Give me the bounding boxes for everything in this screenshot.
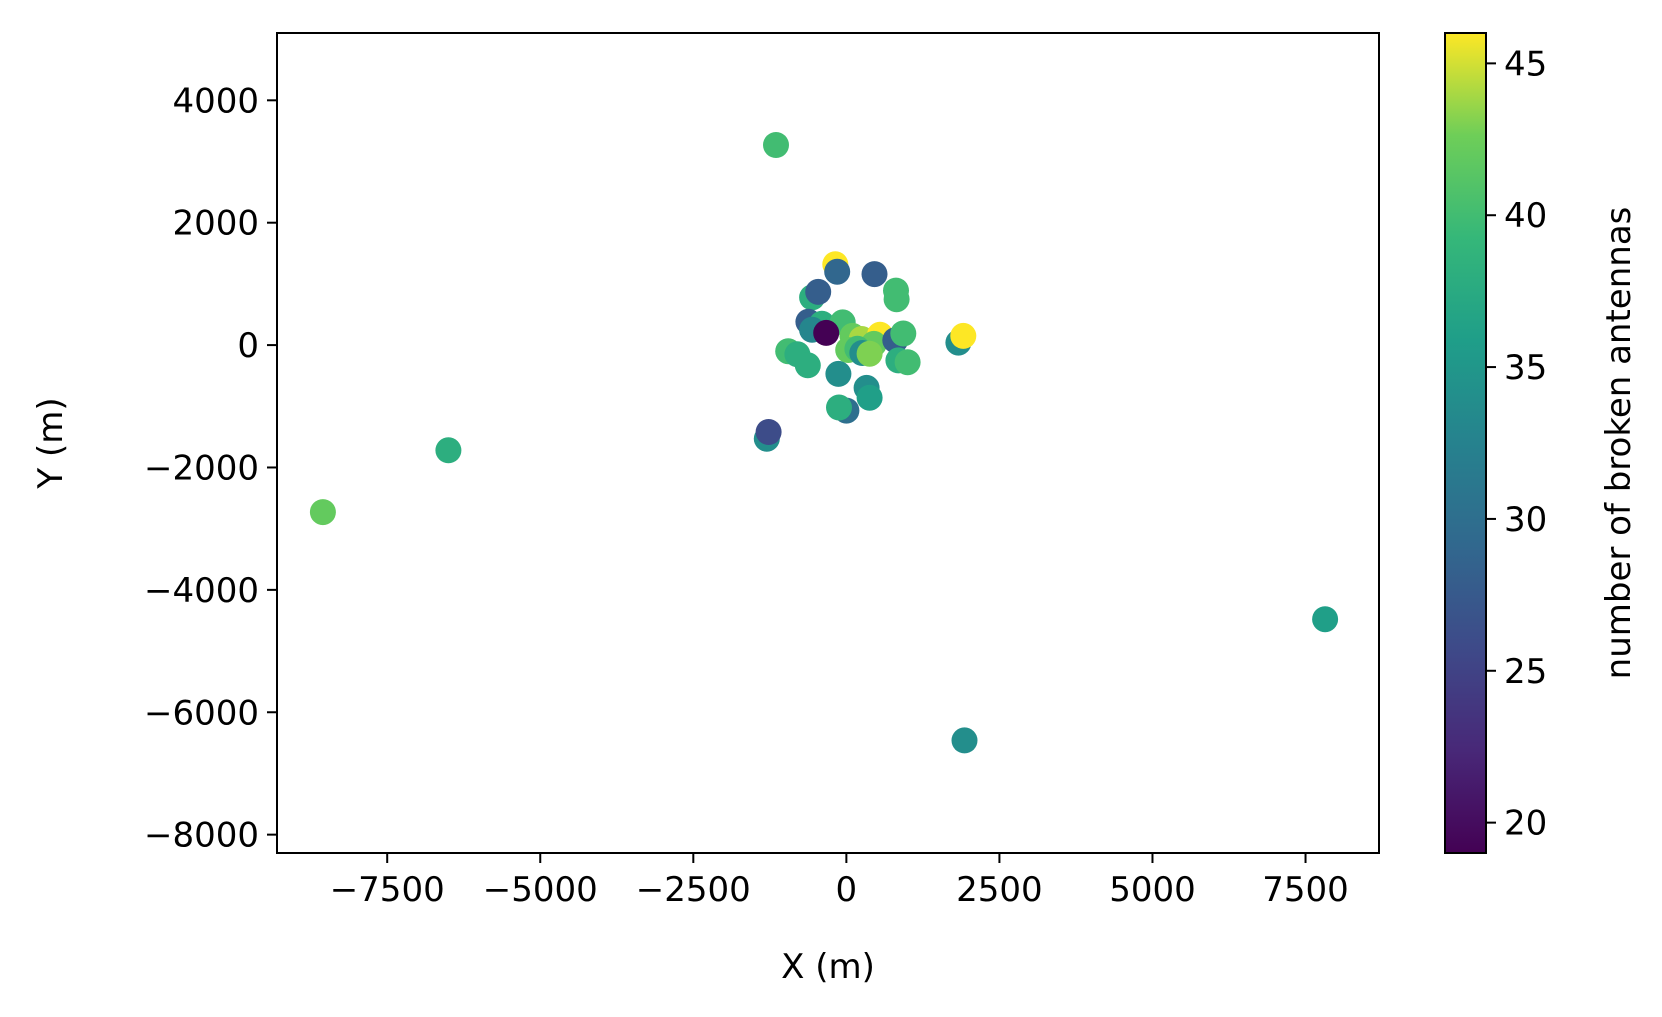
data-point (951, 727, 978, 754)
plot-background (277, 33, 1379, 853)
data-point (826, 394, 852, 421)
colorbar: 20 25 30 35 40 45 number of broken antennas (1444, 32, 1639, 854)
x-tick-label: 7500 (1262, 870, 1349, 910)
colorbar-label: number of broken antennas (1599, 207, 1639, 680)
colorbar-tick-label: 20 (1504, 804, 1547, 844)
y-tick-label: 4000 (172, 81, 259, 121)
plot-frame (276, 32, 1380, 854)
x-tick-label: 0 (836, 870, 858, 910)
y-tick-label: 2000 (172, 204, 259, 244)
y-tick-label: 0 (237, 326, 259, 366)
x-tick-label: −7500 (330, 870, 445, 910)
data-point (894, 349, 921, 376)
y-tick-label: −4000 (144, 571, 259, 611)
colorbar-tick-label: 45 (1504, 44, 1547, 84)
data-point (763, 132, 789, 158)
data-point (861, 261, 888, 288)
data-point (805, 278, 832, 305)
data-point (1312, 606, 1339, 633)
y-tick-label: −8000 (144, 816, 259, 856)
x-axis-ticks: −7500 −5000 −2500 0 2500 5000 7500 (330, 853, 1349, 910)
data-point (890, 320, 917, 347)
data-point (856, 384, 883, 411)
colorbar-tick-label: 40 (1504, 196, 1547, 236)
data-point (950, 322, 977, 349)
x-tick-label: −5000 (483, 870, 598, 910)
y-axis-ticks: −8000 −6000 −4000 −2000 0 2000 4000 (144, 81, 277, 856)
y-tick-label: −2000 (144, 448, 259, 488)
colorbar-ticks: 20 25 30 35 40 45 (1486, 44, 1547, 844)
colorbar-tick-label: 35 (1504, 348, 1547, 388)
data-point (856, 340, 883, 367)
plot-area (276, 32, 1380, 854)
x-tick-label: 2500 (956, 870, 1043, 910)
colorbar-tick-label: 30 (1504, 500, 1547, 540)
data-point (309, 499, 336, 526)
y-axis-label: Y (m) (31, 397, 71, 489)
data-points (309, 132, 1339, 754)
colorbar-gradient (1445, 33, 1486, 853)
data-point (825, 360, 852, 387)
x-axis-label: X (m) (781, 947, 875, 987)
data-point (824, 258, 851, 285)
y-tick-label: −6000 (144, 693, 259, 733)
data-point (755, 419, 782, 445)
data-point (813, 319, 840, 346)
colorbar-tick-label: 25 (1504, 652, 1547, 692)
data-point (435, 437, 462, 464)
colorbar-frame (1444, 32, 1487, 854)
data-point (794, 352, 821, 379)
x-tick-label: −2500 (636, 870, 751, 910)
data-point (883, 286, 910, 313)
x-tick-label: 5000 (1109, 870, 1196, 910)
